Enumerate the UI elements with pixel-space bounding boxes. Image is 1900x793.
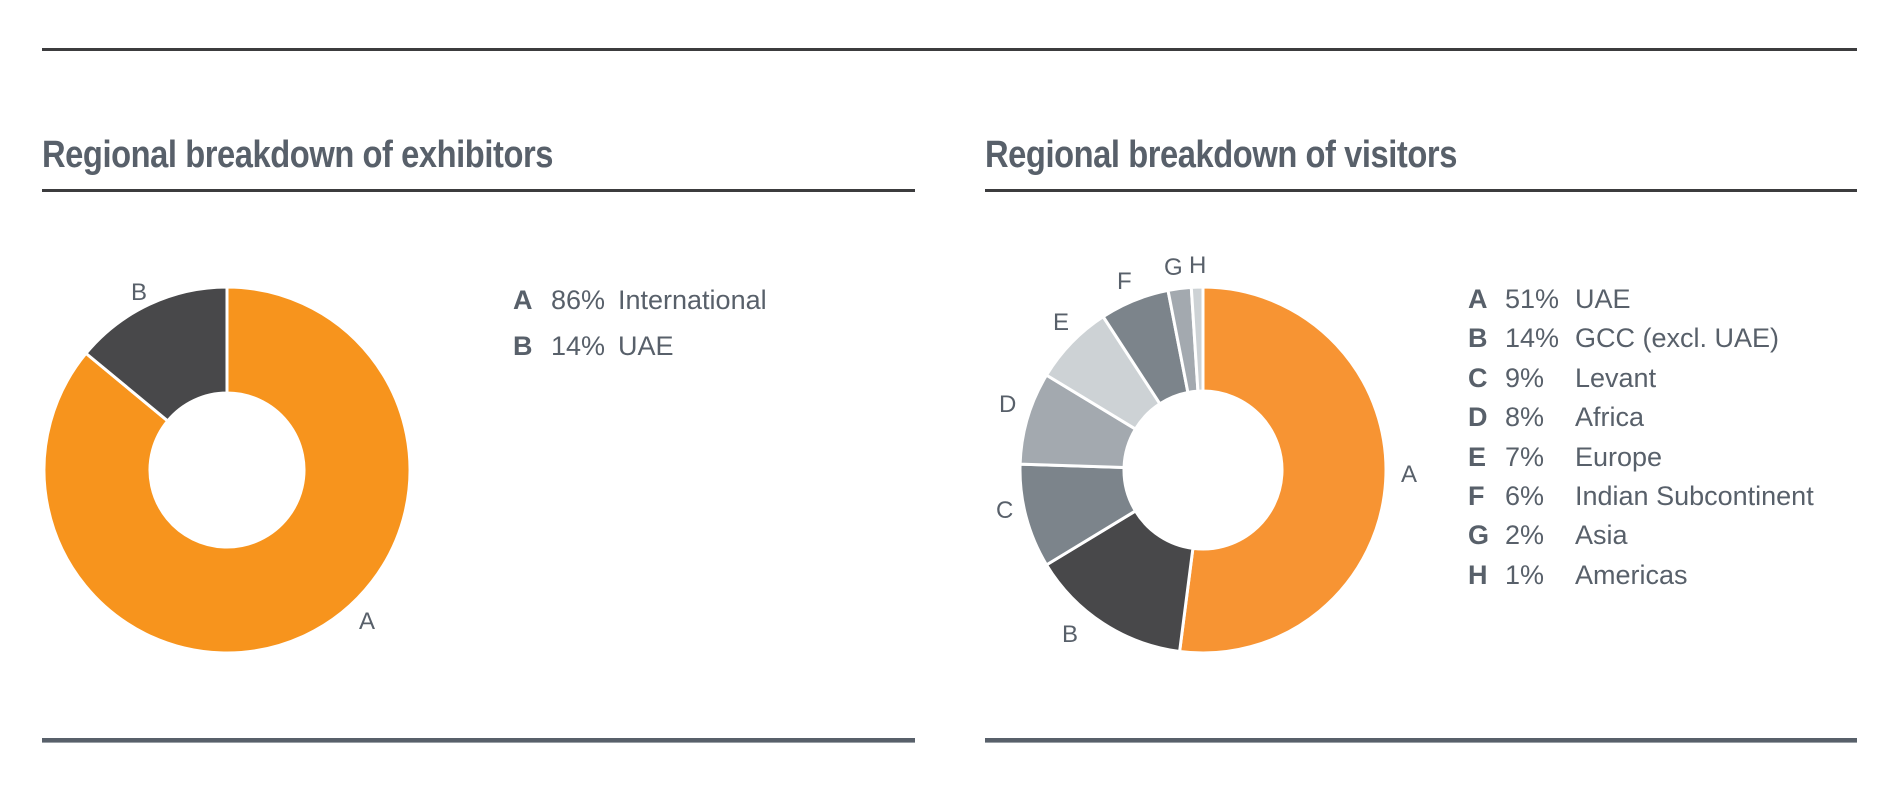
visitors-slice-label-h: H <box>1189 252 1207 279</box>
legend-percent: 6% <box>1505 481 1545 511</box>
visitors-slice-label-a: A <box>1401 461 1418 488</box>
donut-slice-b <box>83 285 229 424</box>
legend-key: F <box>1468 481 1485 511</box>
legend-key: A <box>513 285 533 315</box>
visitors-slice-label-d: D <box>999 391 1017 418</box>
donut-slice-a <box>42 285 412 655</box>
exhibitors-slice-label-b: B <box>131 279 148 306</box>
exhibitors-title-underline <box>42 189 915 192</box>
legend-label: Europe <box>1575 441 1663 472</box>
legend-key: D <box>1468 402 1488 433</box>
legend-percent: 14% <box>551 331 606 361</box>
legend-percent: 2% <box>1505 520 1545 551</box>
legend-label: UAE <box>1575 284 1631 314</box>
legend-percent: 86% <box>551 285 606 315</box>
legend-label: Indian Subcontinent <box>1575 481 1814 511</box>
legend-label: GCC (excl. UAE) <box>1575 323 1780 354</box>
legend-label: UAE <box>618 331 674 361</box>
legend-percent: 9% <box>1505 362 1545 393</box>
legend-percent: 51% <box>1505 284 1560 314</box>
legend-key: A <box>1468 284 1488 314</box>
legend-label: Asia <box>1575 520 1628 551</box>
legend-label: Levant <box>1575 362 1657 393</box>
legend-key: B <box>513 331 533 361</box>
legend-percent: 14% <box>1505 323 1560 354</box>
legend-percent: 8% <box>1505 402 1545 433</box>
visitors-slice-label-g: G <box>1164 254 1183 281</box>
legend-key: C <box>1468 362 1488 393</box>
visitors-title-underline <box>985 189 1857 192</box>
legend-percent: 1% <box>1505 559 1545 590</box>
visitors-slice-label-f: F <box>1117 268 1132 295</box>
visitors-title: Regional breakdown of visitors <box>985 134 1457 176</box>
exhibitors-title: Regional breakdown of exhibitors <box>42 134 554 176</box>
top-rule <box>42 48 1857 51</box>
legend-label: International <box>618 285 767 315</box>
visitors-slice-label-e: E <box>1053 309 1070 336</box>
donut-slice-b <box>1044 508 1195 654</box>
legend-key: G <box>1468 520 1490 551</box>
legend-key: B <box>1468 323 1488 354</box>
exhibitors-bottom-rule <box>42 738 915 743</box>
visitors-slice-label-c: C <box>996 497 1014 524</box>
legend-label: Africa <box>1575 402 1645 433</box>
visitors-bottom-rule <box>985 738 1857 743</box>
exhibitors-slice-label-a: A <box>359 608 376 635</box>
donut-slice-a <box>1177 285 1388 655</box>
visitors-slice-label-b: B <box>1062 621 1079 648</box>
legend-key: H <box>1468 559 1488 590</box>
legend-label: Americas <box>1575 559 1688 590</box>
donut-slice-h <box>1189 285 1205 393</box>
legend-percent: 7% <box>1505 441 1545 472</box>
legend-key: E <box>1468 441 1487 472</box>
